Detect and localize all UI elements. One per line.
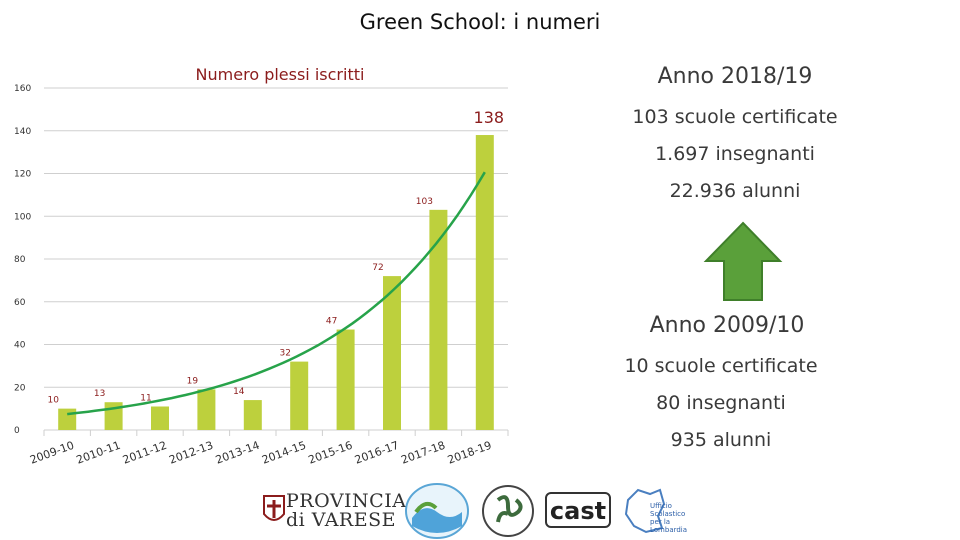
logo-strip: PROVINCIA di VARESE cast Ufficio Scolast…: [0, 480, 960, 540]
info-2018-schools: 103 scuole certificate: [632, 106, 838, 128]
provincia-varese-logo: PROVINCIA di VARESE: [286, 490, 407, 531]
lombardia-map-logo: [624, 488, 666, 534]
y-tick-label: 160: [14, 84, 31, 94]
bar: [290, 361, 309, 430]
info-2018-teachers: 1.697 insegnanti: [655, 143, 815, 165]
data-label: 13: [94, 389, 105, 399]
x-tick-label: 2009-10: [28, 439, 76, 467]
slide-title: Green School: i numeri: [359, 10, 601, 34]
bar-chart: 0 20 40 60 80 100 120 140 160 10 2009-10 13 2010-11 1…: [14, 65, 509, 467]
x-tick-label: 2012-13: [167, 439, 215, 467]
info-2018-students: 22.936 alunni: [669, 180, 801, 202]
y-tick-label: 140: [14, 127, 31, 137]
ufficio-scolastico-logo: Ufficio Scolastico per la Lombardia: [650, 502, 688, 534]
info-2009-students: 935 alunni: [670, 429, 772, 451]
y-tick-label: 40: [14, 341, 26, 351]
data-label: 138: [474, 108, 505, 127]
trendline: [67, 171, 486, 416]
bar: [429, 209, 448, 430]
info-2018-title: Anno 2018/19: [657, 64, 813, 89]
x-tick-label: 2011-12: [121, 439, 169, 467]
x-tick-label: 2017-18: [399, 439, 447, 467]
chart-title: Numero plessi iscritti: [196, 65, 365, 84]
bar: [336, 329, 355, 430]
provincia-crest-logo: [263, 495, 285, 521]
y-tick-label: 120: [14, 170, 31, 180]
info-2009-schools: 10 scuole certificate: [624, 355, 818, 377]
x-tick-label: 2015-16: [307, 439, 355, 467]
data-label: 47: [326, 317, 337, 327]
data-label: 19: [187, 376, 199, 386]
bar: [58, 408, 77, 430]
y-tick-label: 100: [14, 212, 31, 222]
lake-logo: [405, 483, 469, 539]
info-2009-title: Anno 2009/10: [649, 313, 805, 338]
data-label: 10: [47, 396, 59, 406]
x-tick-label: 2016-17: [353, 439, 401, 467]
data-label: 32: [279, 349, 290, 359]
bar: [197, 389, 216, 430]
bar: [383, 276, 401, 430]
info-2009-teachers: 80 insegnanti: [656, 392, 786, 414]
x-tick-label: 2014-15: [260, 439, 308, 467]
data-label: 14: [233, 387, 245, 397]
y-tick-label: 80: [14, 255, 26, 265]
bar: [475, 135, 494, 430]
bar: [243, 400, 262, 430]
cast-logo: cast: [545, 492, 611, 528]
up-arrow-icon: [703, 221, 783, 301]
data-label: 72: [372, 263, 383, 273]
y-tick-label: 0: [14, 426, 20, 436]
y-tick-label: 60: [14, 298, 26, 308]
data-label: 103: [416, 197, 433, 207]
y-tick-label: 20: [14, 383, 26, 393]
x-tick-label: 2013-14: [214, 439, 262, 467]
university-logo: [482, 485, 534, 537]
bar: [151, 406, 169, 430]
x-tick-label: 2010-11: [75, 439, 123, 467]
data-label: 11: [140, 393, 151, 403]
x-tick-label: 2018-19: [446, 439, 494, 467]
